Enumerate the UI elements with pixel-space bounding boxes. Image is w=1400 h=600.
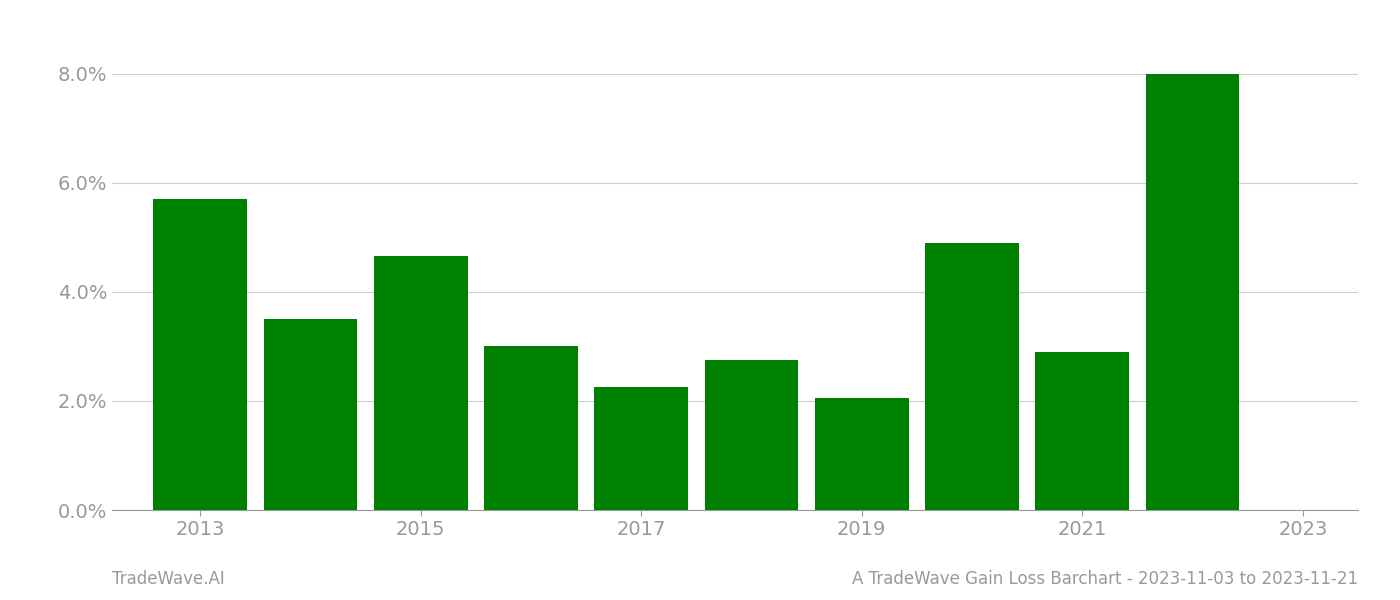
Bar <box>484 346 578 510</box>
Bar <box>1036 352 1130 510</box>
Bar <box>704 360 798 510</box>
Bar <box>154 199 246 510</box>
Bar <box>374 256 468 510</box>
Bar <box>815 398 909 510</box>
Text: TradeWave.AI: TradeWave.AI <box>112 570 225 588</box>
Text: A TradeWave Gain Loss Barchart - 2023-11-03 to 2023-11-21: A TradeWave Gain Loss Barchart - 2023-11… <box>851 570 1358 588</box>
Bar <box>263 319 357 510</box>
Bar <box>595 387 689 510</box>
Bar <box>1145 74 1239 510</box>
Bar <box>925 243 1019 510</box>
